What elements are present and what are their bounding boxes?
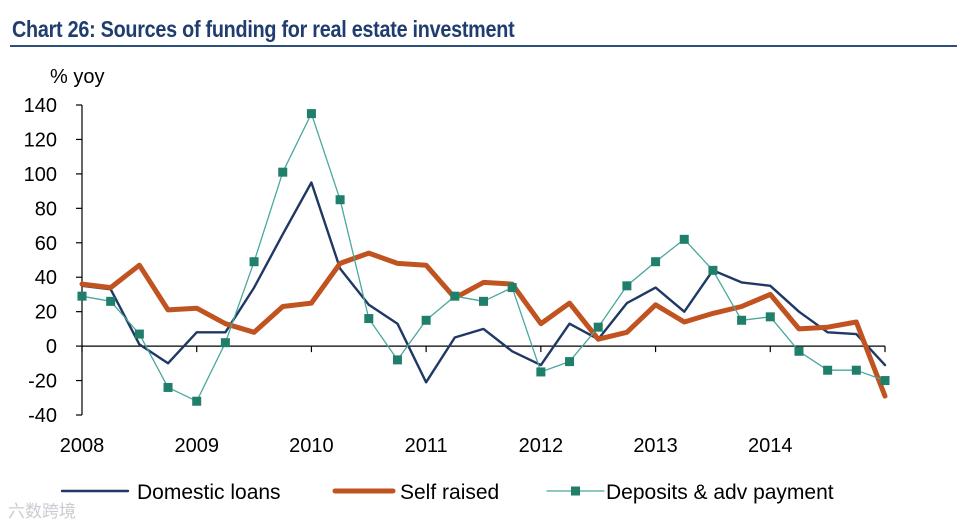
data-point-marker bbox=[765, 312, 775, 322]
legend-label: Deposits & adv payment bbox=[606, 481, 834, 504]
x-tick-label: 2009 bbox=[174, 435, 219, 457]
x-tick-label: 2010 bbox=[289, 435, 334, 457]
x-tick-label: 2013 bbox=[633, 435, 678, 457]
y-tick-label: 100 bbox=[24, 164, 57, 186]
data-point-marker bbox=[565, 357, 575, 367]
x-tick-label: 2014 bbox=[748, 435, 793, 457]
data-point-marker bbox=[306, 109, 316, 119]
data-point-marker bbox=[708, 265, 718, 275]
data-point-marker bbox=[536, 367, 546, 377]
chart-title: Chart 26: Sources of funding for real es… bbox=[12, 16, 515, 42]
series-line-deposits-adv-payment bbox=[81, 112, 886, 402]
tick-labels: 140 120 100 80 60 40 20 0 -20 -40 % yoy 2008 2009 201… bbox=[24, 66, 793, 457]
x-tick-label: 2011 bbox=[405, 435, 448, 457]
watermark-text: 六数跨境 bbox=[8, 502, 76, 522]
data-point-marker bbox=[364, 314, 374, 324]
legend: Domestic loans Self raised Deposits & adv … bbox=[60, 481, 834, 504]
data-point-marker bbox=[278, 167, 288, 177]
data-point-marker bbox=[507, 283, 517, 293]
data-point-marker bbox=[134, 329, 144, 339]
plot-area bbox=[77, 109, 890, 406]
x-tick-label: 2012 bbox=[519, 435, 564, 457]
legend-label: Domestic loans bbox=[137, 481, 281, 504]
y-tick-label: -20 bbox=[28, 371, 57, 393]
data-point-marker bbox=[851, 365, 861, 375]
data-point-marker bbox=[392, 355, 402, 365]
data-point-marker bbox=[192, 396, 202, 406]
data-point-marker bbox=[335, 195, 345, 205]
y-tick-label: 20 bbox=[35, 302, 57, 324]
data-point-marker bbox=[249, 257, 259, 267]
y-tick-label: 60 bbox=[35, 233, 57, 255]
y-tick-label: 80 bbox=[35, 198, 57, 220]
axes bbox=[76, 104, 886, 416]
x-tick-label: 2008 bbox=[60, 435, 105, 457]
data-point-marker bbox=[622, 281, 632, 291]
data-point-marker bbox=[651, 257, 661, 267]
data-point-marker bbox=[163, 382, 173, 392]
y-axis-label: % yoy bbox=[50, 66, 104, 88]
data-point-marker bbox=[823, 365, 833, 375]
data-point-marker bbox=[421, 315, 431, 325]
y-tick-label: -40 bbox=[28, 405, 57, 427]
y-tick-label: 140 bbox=[24, 95, 57, 117]
legend-label: Self raised bbox=[400, 481, 499, 504]
data-point-marker bbox=[737, 315, 747, 325]
data-point-marker bbox=[77, 291, 87, 301]
data-point-marker bbox=[450, 291, 460, 301]
y-tick-label: 120 bbox=[24, 129, 57, 151]
y-tick-label: 40 bbox=[35, 267, 57, 289]
data-point-marker bbox=[679, 234, 689, 244]
legend-marker bbox=[571, 486, 580, 496]
data-point-marker bbox=[794, 346, 804, 356]
data-point-marker bbox=[880, 376, 890, 386]
title-divider bbox=[10, 45, 957, 47]
data-point-marker bbox=[593, 322, 603, 332]
data-point-marker bbox=[479, 296, 488, 306]
series-line-self-raised bbox=[79, 250, 888, 399]
data-point-marker bbox=[106, 296, 116, 306]
data-point-marker bbox=[220, 338, 230, 348]
y-tick-label: 0 bbox=[46, 336, 57, 358]
series-line-domestic-loans bbox=[80, 181, 887, 384]
